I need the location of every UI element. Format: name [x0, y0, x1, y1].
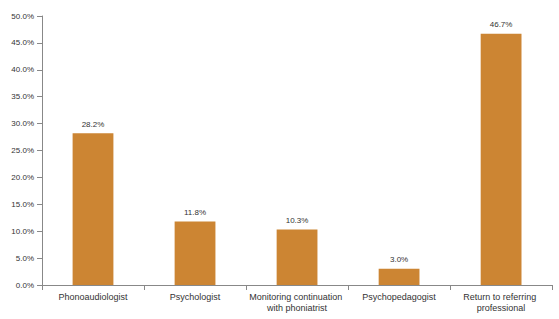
svg-text:10.0%: 10.0%	[11, 227, 34, 236]
svg-text:10.3%: 10.3%	[286, 216, 309, 225]
svg-text:25.0%: 25.0%	[11, 146, 34, 155]
svg-text:35.0%: 35.0%	[11, 92, 34, 101]
svg-text:15.0%: 15.0%	[11, 200, 34, 209]
svg-text:0.0%: 0.0%	[16, 281, 34, 290]
svg-text:Return to referring: Return to referring	[463, 292, 539, 302]
svg-text:with phoniatrist: with phoniatrist	[266, 303, 328, 313]
svg-text:Phonoaudiologist: Phonoaudiologist	[58, 292, 128, 302]
svg-text:40.0%: 40.0%	[11, 65, 34, 74]
svg-text:11.8%: 11.8%	[184, 208, 206, 217]
svg-text:45.0%: 45.0%	[11, 38, 34, 47]
svg-text:Psychopedagogist: Psychopedagogist	[362, 292, 436, 302]
svg-text:28.2%: 28.2%	[82, 120, 105, 129]
svg-text:3.0%: 3.0%	[390, 255, 408, 264]
svg-text:5.0%: 5.0%	[16, 254, 34, 263]
svg-text:Monitoring continuation: Monitoring continuation	[249, 292, 345, 302]
svg-text:Psychologist: Psychologist	[170, 292, 221, 302]
svg-text:50.0%: 50.0%	[11, 12, 34, 21]
svg-text:30.0%: 30.0%	[11, 119, 34, 128]
svg-text:professional: professional	[477, 303, 526, 313]
svg-text:20.0%: 20.0%	[11, 173, 34, 182]
svg-text:46.7%: 46.7%	[490, 20, 513, 29]
